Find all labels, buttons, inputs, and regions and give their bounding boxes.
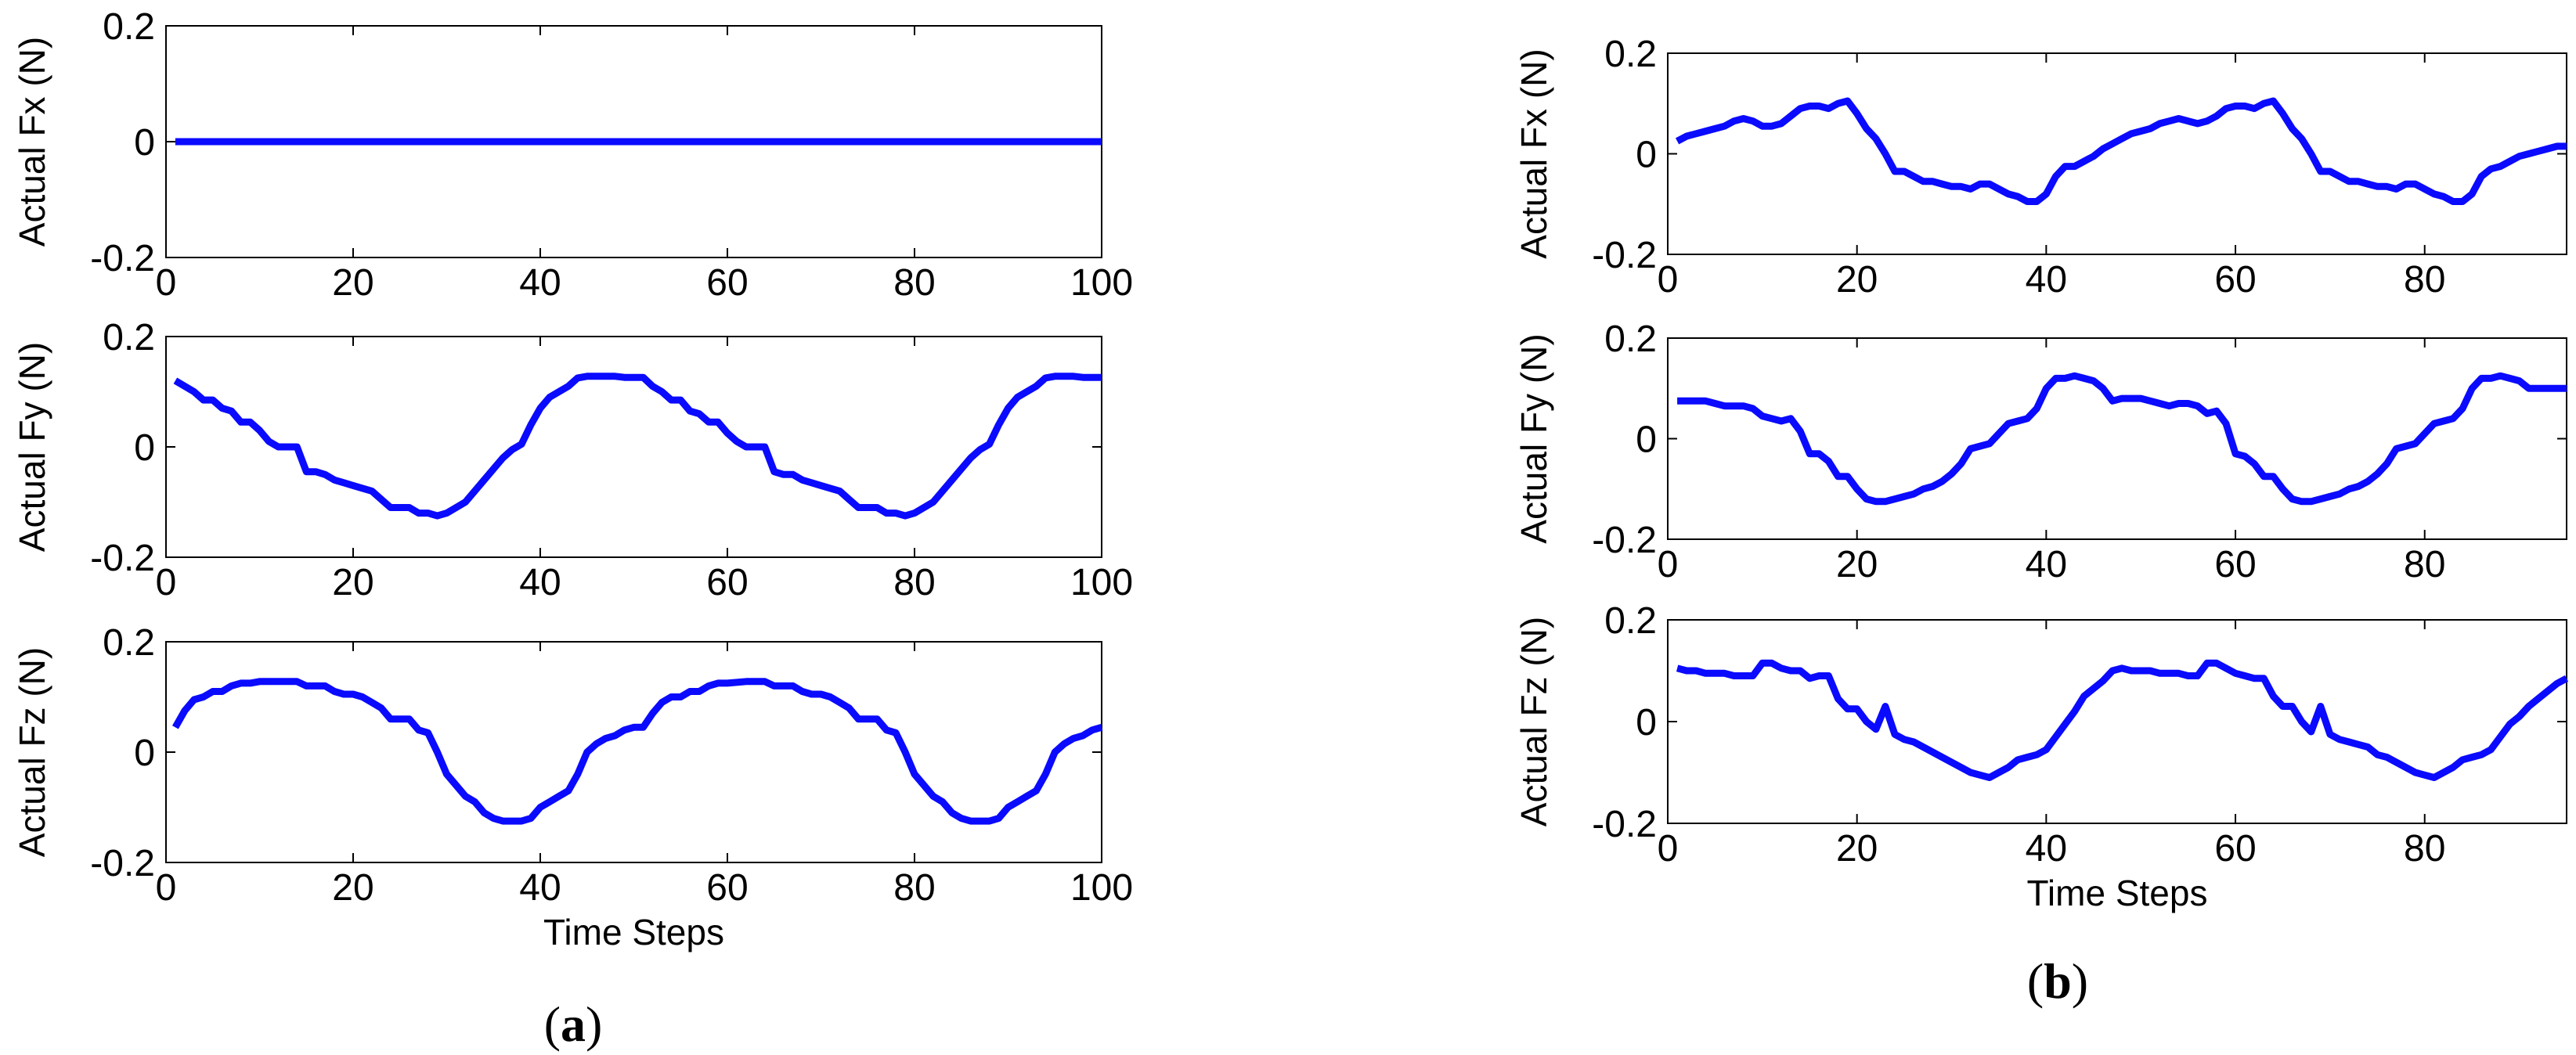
plot-b-fy-xtick-label: 20 <box>1836 544 1878 585</box>
plot-b-fz-axes-box <box>1667 619 2567 824</box>
plot-a-fz-xtick-label: 100 <box>1070 867 1133 909</box>
plot-b-fz-ylabel: Actual Fz (N) <box>1513 617 1554 826</box>
plot-b-fx-xtick-label: 0 <box>1658 259 1679 301</box>
plot-a-fx-xtick-label: 60 <box>706 262 748 304</box>
plot-a-fz-xtick-label: 40 <box>519 867 561 909</box>
plot-a-fx-ytick-label: -0.2 <box>90 238 155 279</box>
plot-a-fz-ytick-label: 0.2 <box>103 622 155 664</box>
plot-a-fz-series-line <box>171 678 1103 825</box>
plot-a-fx-xtick-label: 80 <box>893 262 935 304</box>
plot-a-fy-ytick-label: 0.2 <box>103 317 155 358</box>
plot-a-fy-xtick-label: 80 <box>893 562 935 603</box>
plot-a-fz-ytick-label: 0 <box>134 733 155 774</box>
plot-b-fz-ytick-label: 0.2 <box>1604 600 1657 642</box>
plot-a-fx-xtick-label: 20 <box>332 262 373 304</box>
plot-a-fy-ytick-label: 0 <box>134 427 155 469</box>
plot-a-fz-axes-box <box>165 641 1102 863</box>
plot-a-fx-ylabel: Actual Fx (N) <box>12 37 52 247</box>
plot-b-fy-xtick-label: 60 <box>2214 544 2256 585</box>
plot-a-fy-series-line <box>173 373 1102 520</box>
plot-a-fz-xtick-label: 60 <box>706 867 748 909</box>
plot-b-fx-axes-box <box>1667 52 2567 255</box>
plot-a-fx-ytick-label: 0.2 <box>103 6 155 48</box>
plot-a-fz-xtick-label: 80 <box>893 867 935 909</box>
plot-b-fz-xtick-label: 40 <box>2026 828 2067 870</box>
plot-b-fx-xtick-label: 20 <box>1836 259 1878 301</box>
plot-b-fx-ylabel: Actual Fx (N) <box>1513 49 1554 258</box>
plot-a-fx-xtick-label: 40 <box>519 262 561 304</box>
plot-b-fy-ytick-label: 0 <box>1636 419 1657 461</box>
plot-a-fy-xtick-label: 60 <box>706 562 748 603</box>
plot-b-fy-ylabel: Actual Fy (N) <box>1513 333 1554 543</box>
plot-b-fz-xtick-label: 0 <box>1658 828 1679 870</box>
panel-label-b: (b) <box>2027 953 2088 1009</box>
plot-a-fy-xtick-label: 20 <box>332 562 373 603</box>
plot-b-fy-xtick-label: 0 <box>1658 544 1679 585</box>
plot-a-fy-xtick-label: 40 <box>519 562 561 603</box>
plot-a-fy-xtick-label: 100 <box>1070 562 1133 603</box>
plot-b-fx-xtick-label: 80 <box>2404 259 2445 301</box>
plot-a-fz-xlabel: Time Steps <box>543 912 724 952</box>
plot-b-fz-xtick-label: 80 <box>2404 828 2445 870</box>
plot-b-fx-xtick-label: 60 <box>2214 259 2256 301</box>
plot-a-fz-ytick-label: -0.2 <box>90 843 155 884</box>
plot-a-fx-xtick-label: 0 <box>156 262 177 304</box>
plot-a-fz-ylabel: Actual Fz (N) <box>12 647 52 857</box>
plot-b-fz-ytick-label: -0.2 <box>1592 804 1657 845</box>
plot-b-fy-ytick-label: 0.2 <box>1604 319 1657 360</box>
plot-a-fx-ytick-label: 0 <box>134 122 155 164</box>
plot-a-fx-xtick-label: 100 <box>1070 262 1133 304</box>
plot-a-fy-xtick-label: 0 <box>156 562 177 603</box>
plot-b-fy-series-line <box>1677 372 2567 506</box>
plot-b-fy-ytick-label: -0.2 <box>1592 520 1657 561</box>
plot-b-fz-xtick-label: 60 <box>2214 828 2256 870</box>
plot-b-fz-xlabel: Time Steps <box>2027 873 2208 913</box>
plot-b-fx-xtick-label: 40 <box>2026 259 2067 301</box>
plot-b-fz-series-line <box>1676 659 2569 781</box>
plot-b-fy-xtick-label: 80 <box>2404 544 2445 585</box>
plot-b-fx-ytick-label: -0.2 <box>1592 235 1657 276</box>
plot-b-fx-ytick-label: 0.2 <box>1604 34 1657 75</box>
panel-label-a: (a) <box>544 996 603 1052</box>
plot-a-fy-ylabel: Actual Fy (N) <box>12 342 52 552</box>
plot-a-fz-xtick-label: 0 <box>156 867 177 909</box>
plot-a-fy-axes-box <box>165 336 1102 558</box>
plot-b-fz-ytick-label: 0 <box>1636 702 1657 744</box>
plot-a-fz-xtick-label: 20 <box>332 867 373 909</box>
plot-b-fz-xtick-label: 20 <box>1836 828 1878 870</box>
plot-b-fy-xtick-label: 40 <box>2026 544 2067 585</box>
plot-b-fx-ytick-label: 0 <box>1636 135 1657 176</box>
plot-b-fx-series-line <box>1675 97 2567 205</box>
plot-a-fy-ytick-label: -0.2 <box>90 538 155 579</box>
